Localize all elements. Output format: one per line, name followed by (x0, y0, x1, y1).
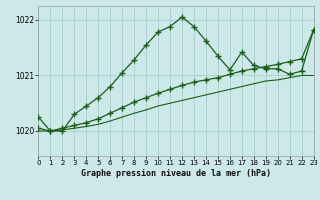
X-axis label: Graphe pression niveau de la mer (hPa): Graphe pression niveau de la mer (hPa) (81, 169, 271, 178)
